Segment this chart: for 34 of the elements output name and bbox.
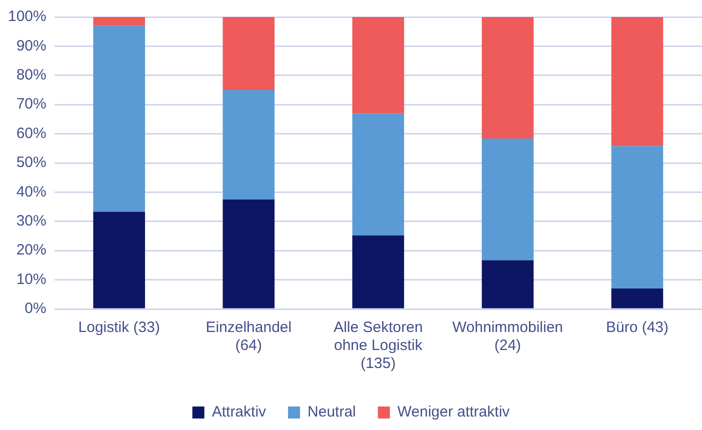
bar — [611, 146, 664, 289]
y-tick-label: 20% — [16, 242, 46, 259]
bar — [352, 113, 404, 236]
x-tick-label: Logistik (33) — [78, 319, 160, 336]
legend-label: Weniger attraktiv — [397, 404, 510, 421]
x-tick-label: Einzelhandel (64) — [206, 319, 292, 354]
legend-label: Attraktiv — [212, 404, 267, 421]
bar — [93, 26, 146, 212]
bar — [482, 138, 534, 260]
y-tick-label: 30% — [16, 212, 46, 230]
bar — [222, 200, 275, 308]
y-tick-label: 60% — [16, 124, 46, 142]
x-tick-label: Wohnimmobilien (24) — [452, 319, 564, 354]
x-tick-label: Büro (43) — [606, 319, 669, 336]
x-tick-label: Alle Sektoren ohne Logistik (135) — [334, 319, 423, 372]
y-tick-label: 0% — [24, 300, 46, 318]
bar — [482, 17, 534, 138]
legend-label: Neutral — [308, 404, 356, 421]
bar — [222, 90, 275, 200]
bar — [352, 17, 404, 114]
bar — [93, 17, 146, 26]
bar — [482, 260, 534, 308]
y-tick-label: 10% — [16, 270, 46, 288]
y-tick-label: 40% — [16, 183, 46, 200]
y-tick-label: 80% — [16, 66, 46, 84]
y-tick-label: 100% — [8, 8, 46, 26]
bar — [611, 288, 664, 308]
y-tick-label: 50% — [16, 154, 46, 172]
y-tick-label: 70% — [16, 96, 46, 113]
bar — [222, 17, 275, 90]
y-tick-label: 90% — [16, 37, 46, 54]
bar — [352, 235, 404, 308]
bar — [93, 212, 146, 308]
bar — [611, 17, 664, 146]
